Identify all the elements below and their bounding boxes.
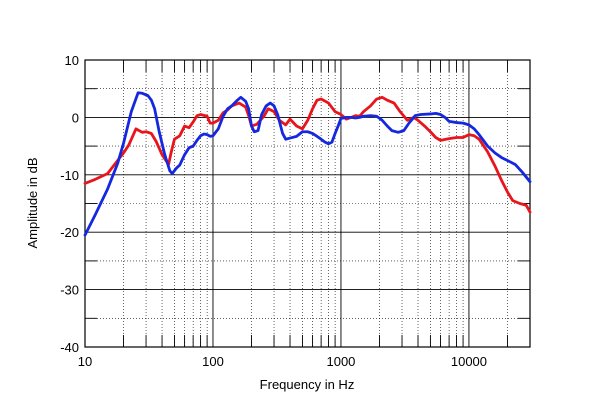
y-tick-label: -30 bbox=[60, 283, 79, 298]
series-line-1 bbox=[83, 95, 532, 214]
minor-gridlines bbox=[85, 60, 531, 347]
x-tick-label: 100 bbox=[202, 354, 224, 369]
series-layer bbox=[83, 91, 532, 237]
x-tick-labels: 10 100 1000 10000 bbox=[78, 354, 487, 369]
plot-frame bbox=[84, 59, 531, 348]
x-tick-label: 10 bbox=[78, 354, 92, 369]
y-tick-label: -20 bbox=[60, 225, 79, 240]
x-tick-label: 10000 bbox=[451, 354, 487, 369]
series-line-2 bbox=[83, 91, 532, 237]
y-axis-label: Amplitude in dB bbox=[25, 157, 40, 248]
y-tick-label: 10 bbox=[65, 53, 79, 68]
y-tick-label: -10 bbox=[60, 168, 79, 183]
x-tick-label: 1000 bbox=[326, 354, 355, 369]
x-axis-label: Frequency in Hz bbox=[260, 377, 355, 392]
y-tick-label: 0 bbox=[72, 110, 79, 125]
y-tick-labels: 10 0 -10 -20 -30 -40 bbox=[60, 53, 79, 355]
y-tick-label: -40 bbox=[60, 340, 79, 355]
